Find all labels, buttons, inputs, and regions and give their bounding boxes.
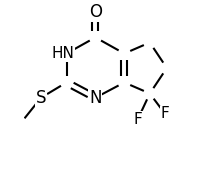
Text: S: S xyxy=(36,89,46,107)
Text: F: F xyxy=(133,112,142,126)
Text: O: O xyxy=(89,3,102,21)
Text: N: N xyxy=(89,89,102,107)
Text: HN: HN xyxy=(52,46,75,61)
Text: F: F xyxy=(161,106,169,121)
